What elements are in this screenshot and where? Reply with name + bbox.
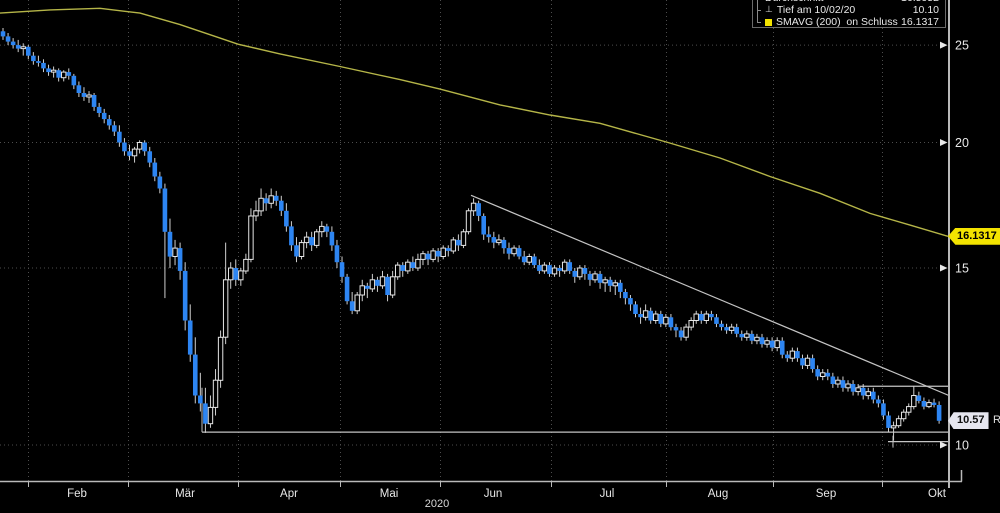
x-axis-month-label: Mai	[380, 488, 399, 500]
x-axis-month-label: Apr	[280, 488, 298, 500]
sma-swatch-icon	[765, 18, 772, 26]
last-price-badge: 10.57	[948, 412, 989, 430]
x-axis-month-label: Jun	[484, 488, 503, 500]
axis-layer: 25 20 15 10 Feb Mär Apr Mai Jun Jul Aug Sep Okt	[0, 0, 969, 500]
y-tick-arrow	[940, 441, 948, 449]
y-tick-arrow	[940, 264, 948, 272]
legend-label: SMAVG (200) on Schluss	[776, 16, 898, 28]
legend-label: Tief am 10/02/20	[776, 4, 856, 16]
y-axis-label: 25	[955, 39, 969, 53]
y-axis-label: 10	[955, 439, 969, 453]
legend-value: 16.5952	[901, 0, 939, 4]
x-axis-month-label: Okt	[928, 488, 947, 500]
last-price-flag: RL	[993, 413, 1000, 426]
legend-value: 10.10	[912, 4, 939, 16]
y-axis-label: 20	[955, 136, 969, 150]
legend-tree-branch	[757, 10, 761, 11]
x-axis-month-label: Mär	[175, 488, 195, 500]
data-layer	[0, 7, 948, 448]
downtrend-line	[470, 194, 948, 396]
candles	[0, 28, 942, 441]
legend-tree-line	[757, 0, 758, 22]
legend-label: Durchschnitt	[765, 0, 823, 4]
x-axis-month-label: Jul	[600, 488, 615, 500]
gridlines	[0, 0, 948, 482]
legend-row-low: ⊥ Tief am 10/02/20 10.10	[753, 4, 945, 16]
legend-row-average: Durchschnitt 16.5952	[753, 0, 945, 4]
x-axis-year-label: 2020	[424, 498, 450, 510]
legend-tree-branch	[757, 22, 761, 23]
sma200-line	[0, 7, 948, 237]
y-tick-arrow	[940, 138, 948, 146]
legend-value: 16.1317	[901, 16, 939, 28]
sma-price-badge: 16.1317	[948, 227, 1000, 245]
low-marker-icon: ⊥	[765, 4, 773, 14]
x-axis-month-label: Aug	[708, 488, 728, 500]
x-axis-month-label: Sep	[816, 488, 836, 500]
chart-legend: Durchschnitt 16.5952 ⊥ Tief am 10/02/20 …	[752, 0, 946, 28]
x-axis-month-label: Feb	[67, 488, 87, 500]
y-tick-arrow	[940, 41, 948, 49]
legend-row-smavg: SMAVG (200) on Schluss 16.1317	[753, 16, 945, 28]
y-axis-label: 15	[955, 262, 969, 276]
